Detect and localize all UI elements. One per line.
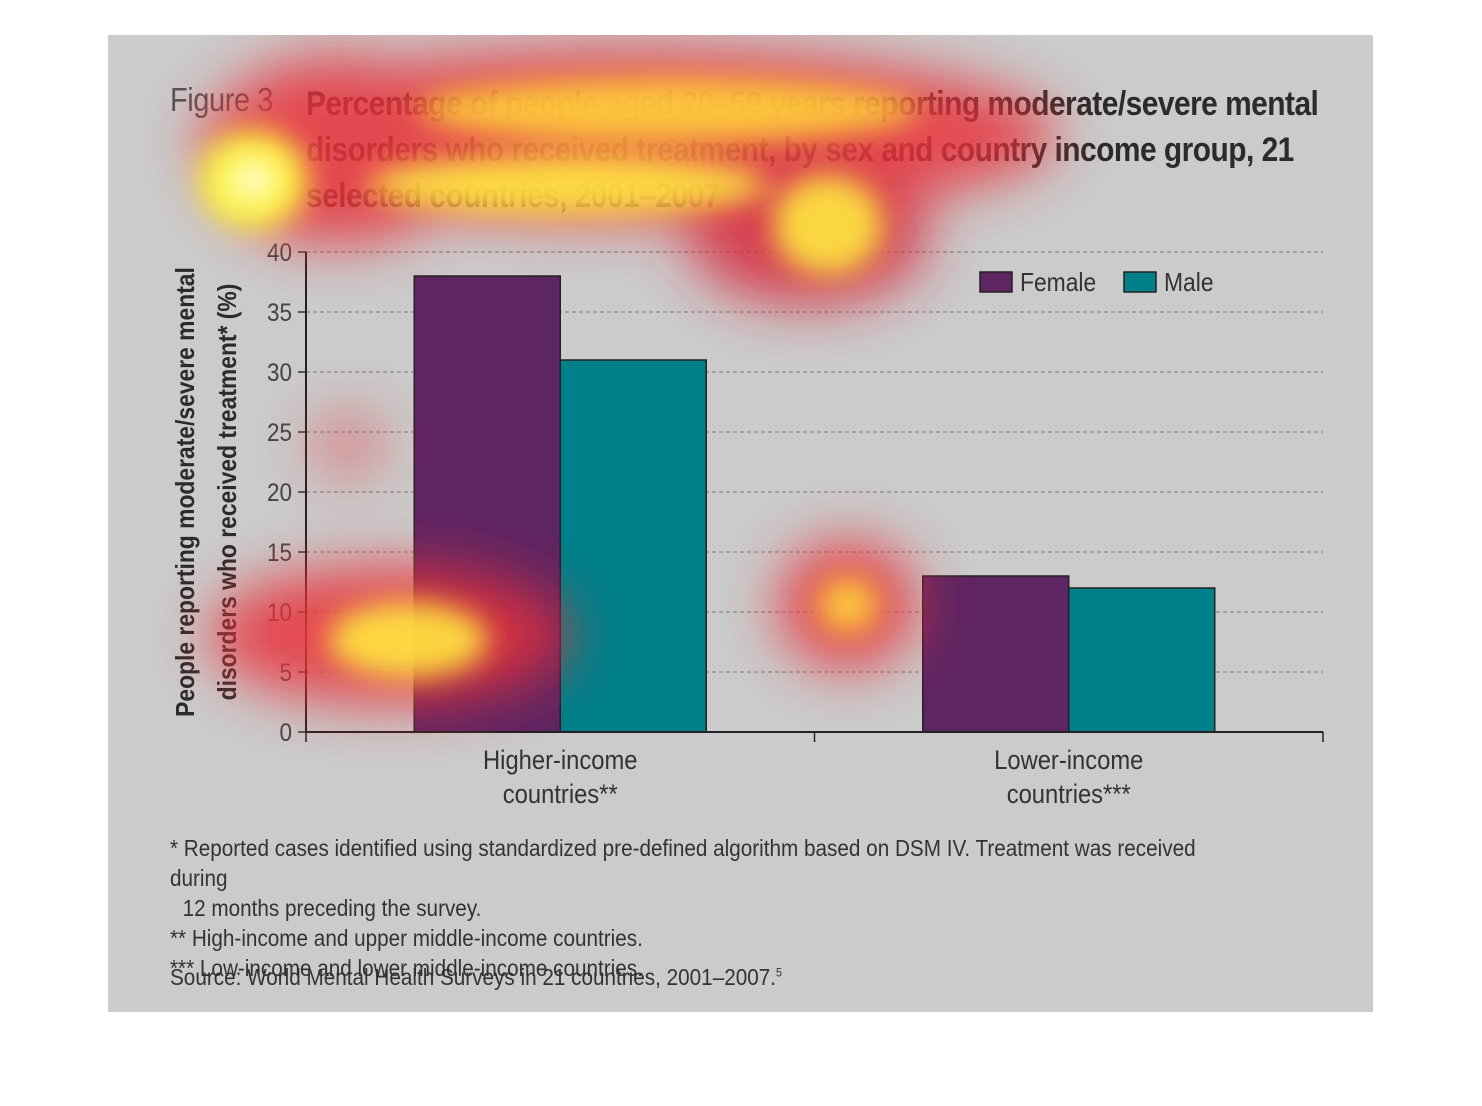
bar-female bbox=[413, 275, 561, 733]
legend-label-female: Female bbox=[1020, 269, 1096, 298]
y-tick-label: 15 bbox=[267, 539, 292, 567]
y-tick-label: 30 bbox=[267, 359, 292, 387]
footnote-1: * Reported cases identified using standa… bbox=[170, 835, 1196, 891]
y-tick-label: 20 bbox=[267, 479, 292, 507]
x-category-label: countries*** bbox=[1007, 780, 1131, 810]
legend-swatch-female bbox=[979, 271, 1013, 293]
footnote-2: ** High-income and upper middle-income c… bbox=[170, 925, 643, 951]
bar-female bbox=[922, 575, 1070, 733]
y-tick-label: 25 bbox=[267, 419, 292, 447]
legend-swatch-male bbox=[1123, 271, 1157, 293]
y-tick-label: 40 bbox=[267, 239, 292, 267]
source-text: Source: World Mental Health Surveys in 2… bbox=[170, 964, 777, 990]
y-tick-label: 5 bbox=[279, 659, 292, 687]
y-tick-label: 35 bbox=[267, 299, 292, 327]
x-category-label: countries** bbox=[503, 780, 618, 810]
figure-panel: Figure 3 Percentage of people aged 20–59… bbox=[108, 35, 1373, 1012]
y-axis-label: disorders who received treatment* (%) bbox=[214, 284, 243, 701]
bar-male bbox=[1068, 587, 1216, 733]
x-category-label: Higher-income bbox=[483, 746, 637, 776]
y-tick-label: 10 bbox=[267, 599, 292, 627]
source-reference: 5 bbox=[776, 965, 783, 980]
x-category-label: Lower-income bbox=[994, 746, 1143, 776]
y-axis-label: People reporting moderate/severe mental bbox=[172, 267, 201, 717]
footnotes: * Reported cases identified using standa… bbox=[170, 833, 1214, 983]
footnote-3: *** Low-income and lower middle-income c… bbox=[170, 955, 643, 981]
bar-chart: 0 5 10 15 20 25 30 35 40 Higher-income countries**… bbox=[172, 239, 1324, 810]
legend-label-male: Male bbox=[1164, 269, 1214, 298]
bar-male bbox=[559, 359, 707, 733]
source-note: Source: World Mental Health Surveys in 2… bbox=[170, 964, 782, 991]
footnote-1-continued: 12 months preceding the survey. bbox=[182, 895, 482, 921]
y-tick-label: 0 bbox=[279, 719, 292, 747]
